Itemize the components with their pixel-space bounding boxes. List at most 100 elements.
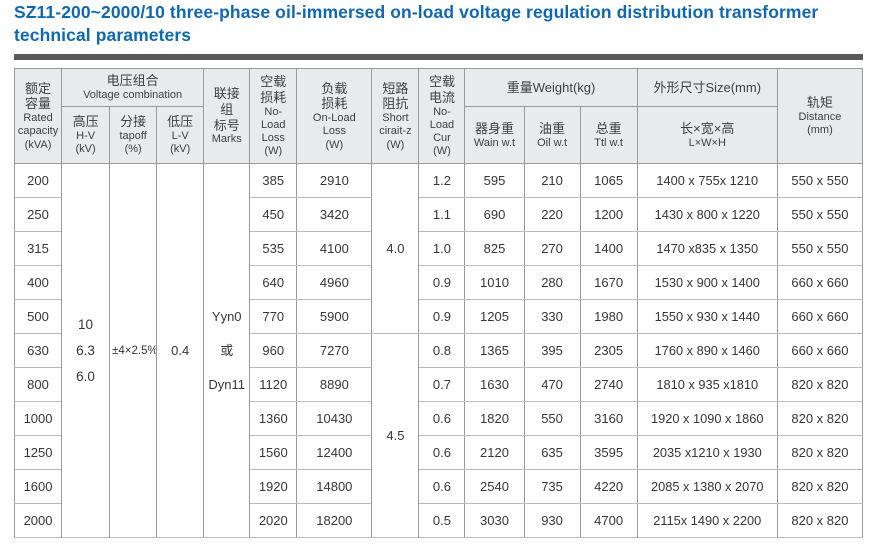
col-header-no-load-current-en: No-Load Cur (W): [429, 105, 455, 158]
cell-oil-weight: 330: [523, 299, 581, 335]
cell-marks-merged: Yyn0 或 Dyn11: [203, 163, 251, 539]
col-header-rated-capacity: 额定 容量 Rated capacity (kVA): [13, 68, 63, 165]
cell-capacity: 630: [13, 333, 63, 369]
col-header-distance: 轨矩 Distance (mm): [776, 68, 864, 165]
cell-size: 1550 x 930 x 1440: [636, 299, 778, 335]
cell-lv-merged: 0.4: [156, 163, 205, 539]
cell-on-load-loss: 18200: [296, 503, 373, 539]
col-header-lwh-zh: 长×宽×高: [680, 120, 735, 136]
cell-on-load-loss: 5900: [296, 299, 373, 335]
cell-no-load-loss: 1360: [249, 401, 298, 437]
cell-no-load-loss: 385: [249, 163, 298, 199]
cell-wain-weight: 825: [464, 231, 525, 267]
col-header-lwh: 长×宽×高 L×W×H: [636, 106, 778, 165]
cell-oil-weight: 470: [523, 367, 581, 403]
cell-capacity: 800: [13, 367, 63, 403]
header-row-group: 额定 容量 Rated capacity (kVA) 电压组合 Voltage …: [13, 68, 864, 165]
col-header-short-circuit-en: Short cirait-z (W): [379, 112, 412, 151]
col-header-short-circuit-zh: 短路 阻抗: [382, 80, 409, 112]
cell-distance: 820 x 820: [776, 435, 864, 471]
col-header-marks: 联接 组 标号 Marks: [203, 68, 251, 165]
cell-short-circuit-merged: 4.5: [371, 333, 420, 539]
col-header-tapoff: 分接 tapoff (%): [109, 106, 158, 165]
cell-oil-weight: 280: [523, 265, 581, 301]
cell-capacity: 200: [13, 163, 63, 199]
cell-wain-weight: 3030: [464, 503, 525, 539]
col-header-wain-weight-en: Wain w.t: [473, 136, 516, 149]
cell-size: 1920 x 1090 x 1860: [636, 401, 778, 437]
cell-distance: 550 x 550: [776, 197, 864, 233]
col-header-tapoff-en: tapoff (%): [119, 129, 147, 156]
cell-no-load-loss: 640: [249, 265, 298, 301]
col-header-oil-weight: 油重 Oil w.t: [523, 106, 581, 165]
col-header-lv: 低压 L-V (kV): [156, 106, 205, 165]
cell-no-load-cur: 0.7: [418, 367, 466, 403]
col-header-rated-capacity-en: Rated capacity (kVA): [17, 112, 59, 151]
col-header-voltage-combination-zh: 电压组合: [106, 73, 159, 89]
col-header-hv-zh: 高压: [72, 114, 99, 130]
cell-distance: 550 x 550: [776, 231, 864, 267]
col-header-no-load-loss-zh: 空载 损耗: [260, 73, 287, 105]
col-header-hv: 高压 H-V (kV): [61, 106, 111, 165]
col-header-total-weight: 总重 Ttl w.t: [579, 106, 638, 165]
col-header-on-load-loss-zh: 负载 损耗: [321, 80, 348, 112]
table-row: 400 640 4960 0.9 1010 280 1670 1530 x 90…: [13, 265, 864, 301]
cell-wain-weight: 2120: [464, 435, 525, 471]
cell-total-weight: 4220: [579, 469, 638, 505]
cell-on-load-loss: 4100: [296, 231, 373, 267]
col-header-lv-en: L-V (kV): [170, 129, 191, 156]
table-row: 1600 1920 14800 0.6 2540 735 4220 2085 x…: [13, 469, 864, 505]
cell-total-weight: 1400: [579, 231, 638, 267]
table-row: 1250 1560 12400 0.6 2120 635 3595 2035 x…: [13, 435, 864, 471]
col-header-lwh-en: L×W×H: [688, 136, 726, 149]
col-header-size-group: 外形尺寸Size(mm): [636, 68, 778, 108]
cell-on-load-loss: 12400: [296, 435, 373, 471]
cell-size: 1430 x 800 x 1220: [636, 197, 778, 233]
cell-on-load-loss: 3420: [296, 197, 373, 233]
cell-oil-weight: 635: [523, 435, 581, 471]
cell-on-load-loss: 2910: [296, 163, 373, 199]
cell-capacity: 1000: [13, 401, 63, 437]
cell-no-load-cur: 1.0: [418, 231, 466, 267]
page-title: SZ11-200~2000/10 three-phase oil-immerse…: [14, 2, 819, 46]
col-header-oil-weight-zh: 油重: [539, 120, 566, 136]
cell-no-load-cur: 1.1: [418, 197, 466, 233]
cell-distance: 660 x 660: [776, 265, 864, 301]
cell-capacity: 400: [13, 265, 63, 301]
table-row: 315 535 4100 1.0 825 270 1400 1470 x835 …: [13, 231, 864, 267]
cell-capacity: 315: [13, 231, 63, 267]
transformer-parameters-table: 额定 容量 Rated capacity (kVA) 电压组合 Voltage …: [13, 68, 864, 539]
col-header-no-load-loss: 空载 损耗 No-Load Loss (W): [249, 68, 298, 165]
cell-wain-weight: 1630: [464, 367, 525, 403]
cell-no-load-loss: 960: [249, 333, 298, 369]
cell-size: 2035 x1210 x 1930: [636, 435, 778, 471]
cell-capacity: 1250: [13, 435, 63, 471]
cell-total-weight: 1200: [579, 197, 638, 233]
cell-on-load-loss: 8890: [296, 367, 373, 403]
col-header-size-group-label: 外形尺寸Size(mm): [653, 79, 762, 95]
col-header-rated-capacity-zh: 额定 容量: [25, 80, 52, 112]
cell-no-load-cur: 0.6: [418, 401, 466, 437]
cell-no-load-cur: 0.6: [418, 435, 466, 471]
cell-no-load-cur: 0.9: [418, 299, 466, 335]
cell-no-load-cur: 0.5: [418, 503, 466, 539]
cell-tapoff-merged: ±4×2.5%: [109, 163, 158, 539]
cell-short-circuit-merged: 4.0: [371, 163, 420, 335]
cell-no-load-cur: 1.2: [418, 163, 466, 199]
cell-on-load-loss: 14800: [296, 469, 373, 505]
cell-total-weight: 1670: [579, 265, 638, 301]
col-header-no-load-current-zh: 空载 电流: [428, 73, 455, 105]
table-row: 500 770 5900 0.9 1205 330 1980 1550 x 93…: [13, 299, 864, 335]
col-header-wain-weight: 器身重 Wain w.t: [464, 106, 525, 165]
cell-no-load-cur: 0.9: [418, 265, 466, 301]
cell-capacity: 250: [13, 197, 63, 233]
cell-total-weight: 2305: [579, 333, 638, 369]
cell-total-weight: 2740: [579, 367, 638, 403]
cell-wain-weight: 1010: [464, 265, 525, 301]
col-header-on-load-loss-en: On-Load Loss (W): [312, 112, 356, 151]
cell-oil-weight: 270: [523, 231, 581, 267]
cell-distance: 820 x 820: [776, 367, 864, 403]
cell-total-weight: 3160: [579, 401, 638, 437]
cell-distance: 820 x 820: [776, 401, 864, 437]
cell-capacity: 500: [13, 299, 63, 335]
